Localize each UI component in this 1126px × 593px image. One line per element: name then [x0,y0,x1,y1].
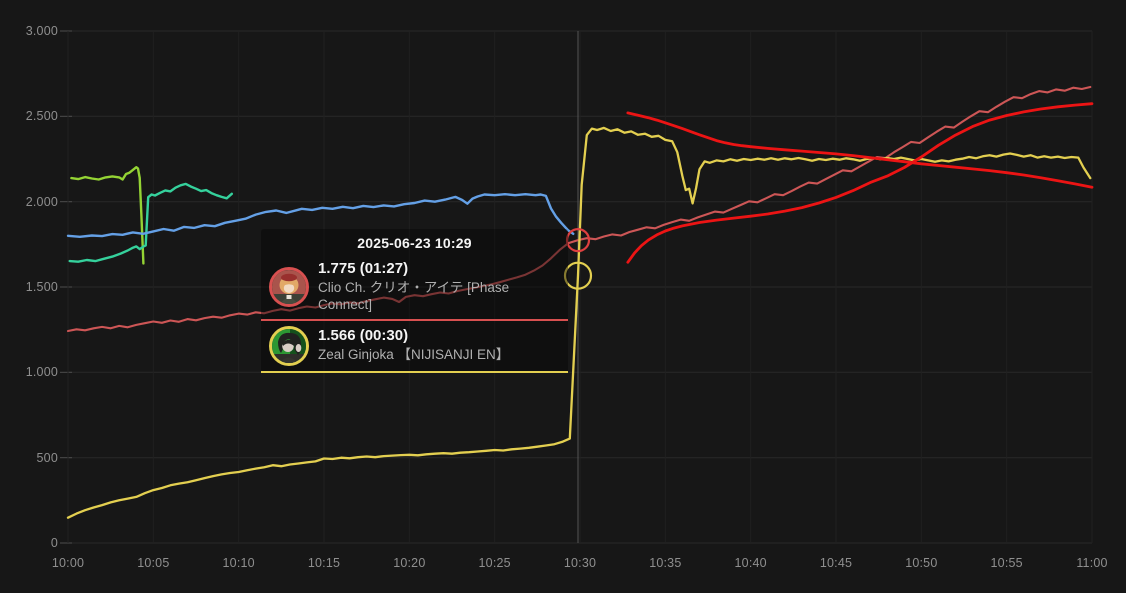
x-tick-label: 10:55 [990,556,1023,570]
x-tick-label: 10:35 [649,556,682,570]
channel-name: Zeal Ginjoka 【NIJISANJI EN】 [318,346,510,362]
clio-avatar-icon [272,269,306,304]
x-tick-label: 10:30 [563,556,597,570]
x-tick-label: 10:05 [137,556,170,570]
y-tick-label: 2.500 [25,109,58,124]
tooltip-entry-zeal: 1.566 (00:30) Zeal Ginjoka 【NIJISANJI EN… [261,325,568,373]
x-tick-label: 10:40 [734,556,767,570]
series-lime-channel[interactable] [70,166,145,265]
series-zeal[interactable] [66,126,1092,519]
zeal-avatar [269,325,309,366]
y-tick-label: 500 [36,450,58,465]
x-tick-label: 11:00 [1076,556,1108,570]
viewer-value: 1.566 (00:30) [318,327,509,346]
y-tick-label: 2.000 [25,194,58,209]
channel-name: Clio Ch. クリオ・アイテ [Phase Connect] [318,279,510,312]
clio-avatar [269,266,309,307]
series-red-lower-channel[interactable] [626,102,1094,264]
series-blue-channel[interactable] [66,193,575,238]
y-tick-label: 1.000 [25,365,58,380]
y-tick-label: 0 [50,536,58,550]
zeal-avatar-icon [272,328,306,363]
tooltip-timestamp: 2025-06-23 10:29 [357,235,472,251]
viewer-count: 1.566 [318,327,356,345]
viewer-value: 1.775 (01:27) [318,260,560,279]
x-tick-label: 10:25 [478,556,511,570]
x-tick-label: 10:50 [905,556,938,570]
hover-tooltip: 2025-06-23 10:29 1.775 (01:27) [261,229,568,373]
series-red-upper-channel[interactable] [626,111,1094,189]
tooltip-entry-text: 1.566 (00:30) Zeal Ginjoka 【NIJISANJI EN… [318,327,509,364]
hover-marker-clio [565,228,591,253]
series-teal-channel[interactable] [68,182,233,263]
hover-marker-zeal [563,261,593,290]
elapsed-time: (01:27) [359,260,409,277]
x-tick-label: 10:15 [307,556,341,570]
tooltip-entry-clio: 1.775 (01:27) Clio Ch. クリオ・アイテ [Phase Co… [261,260,568,321]
series-clio[interactable] [66,85,1092,333]
x-tick-label: 10:00 [51,556,85,570]
x-tick-label: 10:20 [393,556,426,570]
viewer-count: 1.775 [318,260,356,277]
x-tick-label: 10:45 [819,556,853,570]
x-tick-label: 10:10 [222,556,255,570]
y-tick-label: 3.000 [25,24,58,38]
y-tick-label: 1.500 [25,280,58,294]
elapsed-time: (00:30) [359,327,409,345]
tooltip-entry-text: 1.775 (01:27) Clio Ch. クリオ・アイテ [Phase Co… [318,260,560,314]
